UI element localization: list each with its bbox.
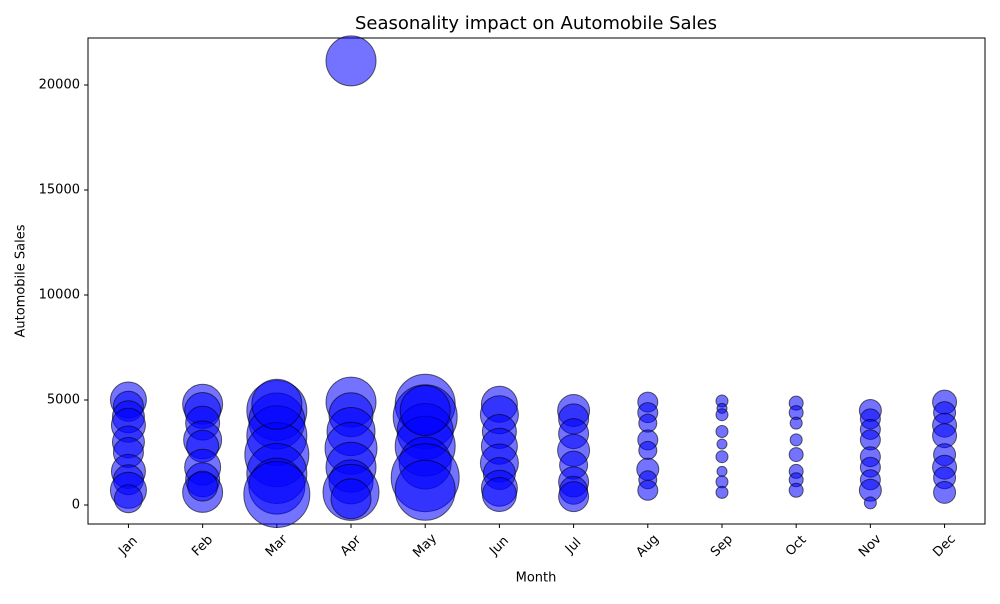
bubble: [113, 484, 143, 514]
bubble: [558, 481, 590, 513]
y-axis-label: Automobile Sales: [14, 224, 29, 337]
bubble: [325, 35, 377, 87]
bubble: [399, 384, 451, 436]
chart-title: Seasonality impact on Automobile Sales: [355, 13, 717, 34]
bubble: [715, 450, 729, 464]
x-axis-label: Month: [516, 571, 557, 586]
bubble: [715, 408, 729, 422]
bubble: [637, 479, 659, 501]
y-tick-label: 5000: [47, 392, 80, 407]
bubble: [789, 416, 803, 430]
bubble: [788, 482, 804, 498]
bubble: [863, 496, 877, 510]
bubble: [716, 438, 728, 450]
y-tick-label: 0: [72, 497, 80, 512]
x-tick-label: Jul: [562, 535, 584, 557]
bubble: [789, 433, 803, 447]
plot-frame: [87, 37, 986, 525]
bubble: [243, 460, 311, 528]
bubble: [933, 480, 957, 504]
bubble: [481, 476, 517, 512]
bubble: [251, 378, 303, 430]
bubble: [394, 459, 456, 521]
x-tick-label: May: [410, 531, 440, 561]
y-tick-label: 20000: [39, 77, 80, 92]
bubble: [638, 440, 658, 460]
x-tick-label: Jun: [486, 534, 512, 560]
x-tick-label: Dec: [930, 532, 958, 560]
bubble: [716, 465, 728, 477]
x-tick-label: Feb: [189, 533, 216, 560]
bubble: [788, 447, 804, 463]
x-tick-label: Mar: [263, 532, 291, 560]
bubble: [715, 424, 729, 438]
x-tick-label: Sep: [708, 532, 736, 560]
y-tick-label: 15000: [39, 182, 80, 197]
x-tick-label: Jan: [115, 534, 140, 559]
x-tick-label: Oct: [783, 533, 810, 560]
y-tick-label: 10000: [39, 287, 80, 302]
x-tick-label: Aug: [634, 532, 663, 561]
bubble: [715, 485, 729, 499]
bubble: [330, 478, 372, 520]
x-tick-label: Apr: [338, 532, 365, 559]
x-tick-label: Nov: [856, 532, 885, 561]
bubble: [187, 470, 219, 502]
